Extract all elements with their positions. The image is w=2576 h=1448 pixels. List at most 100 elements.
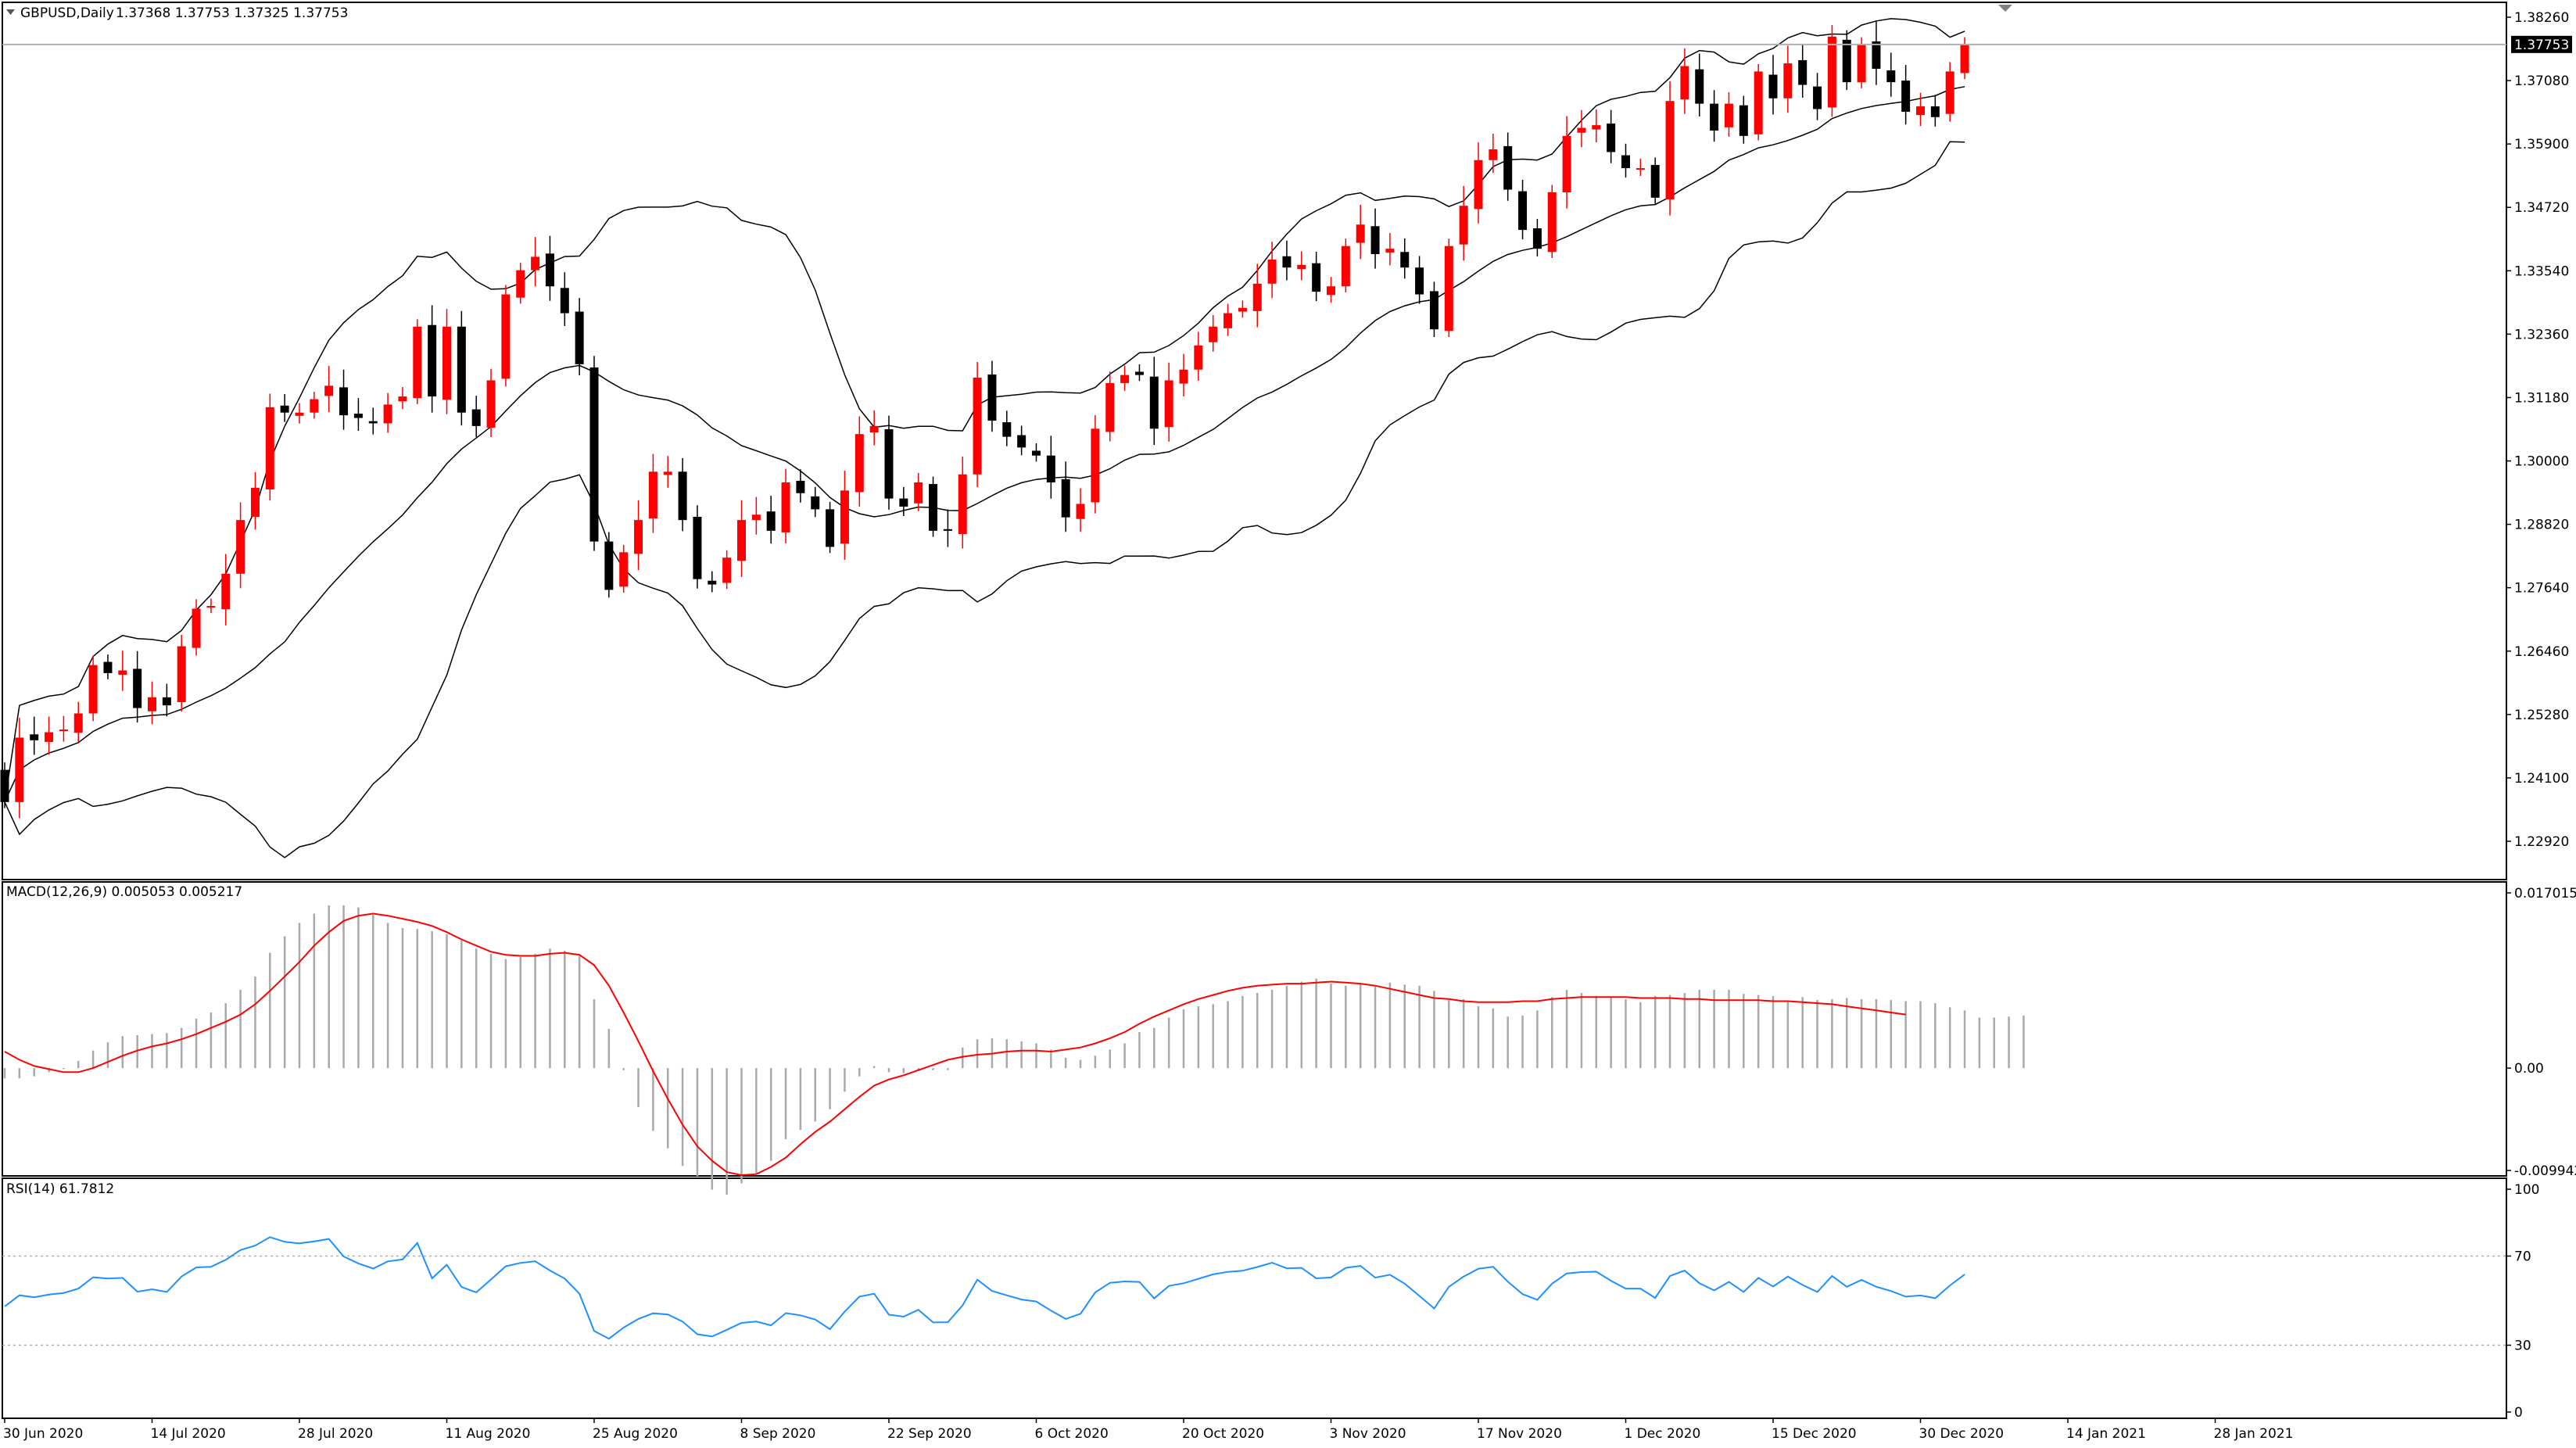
candle	[236, 502, 245, 589]
candle	[545, 235, 554, 301]
candle	[1429, 281, 1438, 338]
candle	[516, 263, 525, 304]
candle	[1120, 365, 1130, 391]
price-tick-label: 1.27640	[2514, 581, 2569, 597]
candle	[1695, 53, 1704, 117]
candle	[648, 453, 657, 533]
candle	[1945, 62, 1954, 122]
candle	[826, 501, 835, 554]
macd-pane[interactable]	[2, 881, 2507, 1177]
price-tick-label: 1.22920	[2514, 834, 2569, 850]
candle	[1032, 443, 1041, 462]
collapse-triangle-icon[interactable]	[6, 9, 15, 15]
candle	[1385, 233, 1395, 266]
candle	[1400, 238, 1410, 279]
candle	[914, 472, 923, 511]
symbol-label: GBPUSD,Daily	[20, 5, 114, 21]
price-tick-label: 1.35900	[2514, 137, 2569, 152]
candle	[1415, 256, 1424, 304]
candle	[1474, 142, 1483, 224]
rsi-label: RSI(14) 61.7812	[6, 1181, 114, 1197]
candle	[1547, 185, 1557, 258]
candle	[1370, 208, 1380, 269]
current-price-label: 1.37753	[2514, 38, 2569, 53]
candle	[1532, 218, 1542, 257]
time-tick-label: 11 Aug 2020	[446, 1426, 531, 1442]
price-tick-label: 1.33540	[2514, 263, 2569, 279]
rsi-series	[2, 1236, 2506, 1346]
shift-marker-icon[interactable]	[1998, 5, 2012, 12]
candle	[1327, 277, 1335, 303]
candle	[1916, 92, 1925, 127]
candle	[324, 366, 334, 413]
candle	[1710, 90, 1719, 142]
candle	[708, 571, 717, 593]
candle	[1105, 371, 1115, 442]
candle	[1901, 65, 1911, 125]
bollinger-lower-line	[4, 141, 1965, 858]
candle	[1444, 238, 1453, 337]
candle	[1827, 24, 1836, 117]
candle	[1134, 364, 1144, 382]
time-tick-label: 30 Jun 2020	[3, 1426, 83, 1442]
candle	[103, 654, 113, 679]
price-tick-label: 1.30000	[2514, 454, 2569, 470]
bollinger-upper-line	[4, 18, 1965, 802]
candle	[30, 716, 39, 755]
candle	[943, 509, 952, 547]
rsi-tick-label: 30	[2514, 1339, 2531, 1354]
candle	[428, 305, 437, 413]
candle	[1577, 109, 1586, 148]
candle	[162, 683, 171, 717]
chart-header: GBPUSD,Daily 1.37368 1.37753 1.37325 1.3…	[6, 5, 348, 21]
candle	[973, 362, 982, 488]
candle	[295, 403, 304, 424]
candle	[1312, 251, 1321, 302]
candle	[413, 319, 422, 404]
candle	[693, 505, 702, 589]
candle	[250, 471, 260, 530]
price-tick-label: 1.24100	[2514, 771, 2569, 787]
price-tick-label: 1.25280	[2514, 708, 2569, 723]
time-tick-label: 28 Jan 2021	[2214, 1426, 2294, 1442]
candle	[206, 598, 216, 614]
candle	[619, 544, 629, 593]
rsi-pane[interactable]	[2, 1177, 2507, 1419]
candle	[221, 554, 231, 625]
candle	[1252, 263, 1262, 328]
candle	[398, 386, 407, 410]
candle	[737, 500, 746, 578]
candle	[59, 715, 68, 742]
candle	[560, 272, 569, 326]
ohlc-label: 1.37368 1.37753 1.37325 1.37753	[116, 5, 348, 21]
candle	[118, 651, 127, 691]
candle	[840, 471, 849, 561]
candlestick-series	[0, 21, 1969, 819]
candle	[1768, 55, 1778, 115]
candle	[1754, 63, 1763, 141]
candle	[1061, 461, 1070, 532]
rsi-tick-label: 0	[2514, 1405, 2523, 1421]
time-tick-label: 28 Jul 2020	[298, 1426, 373, 1442]
price-tick-label: 1.37080	[2514, 73, 2569, 89]
candle	[1002, 410, 1012, 446]
price-tick-label: 1.31180	[2514, 390, 2569, 406]
price-pane[interactable]	[2, 2, 2507, 880]
candle	[133, 651, 142, 723]
candle	[501, 285, 511, 387]
rsi-tick-label: 70	[2514, 1249, 2531, 1265]
candle	[1503, 132, 1513, 201]
candle	[1724, 91, 1733, 137]
bollinger-bands	[4, 18, 1965, 858]
time-tick-label: 22 Sep 2020	[887, 1426, 972, 1442]
candle	[1842, 30, 1851, 91]
candle	[899, 486, 908, 516]
candle	[1238, 300, 1247, 318]
candle	[192, 599, 201, 656]
candle	[1930, 95, 1940, 127]
candle	[781, 468, 790, 544]
candle	[88, 655, 98, 722]
macd-series	[3, 905, 2025, 1195]
